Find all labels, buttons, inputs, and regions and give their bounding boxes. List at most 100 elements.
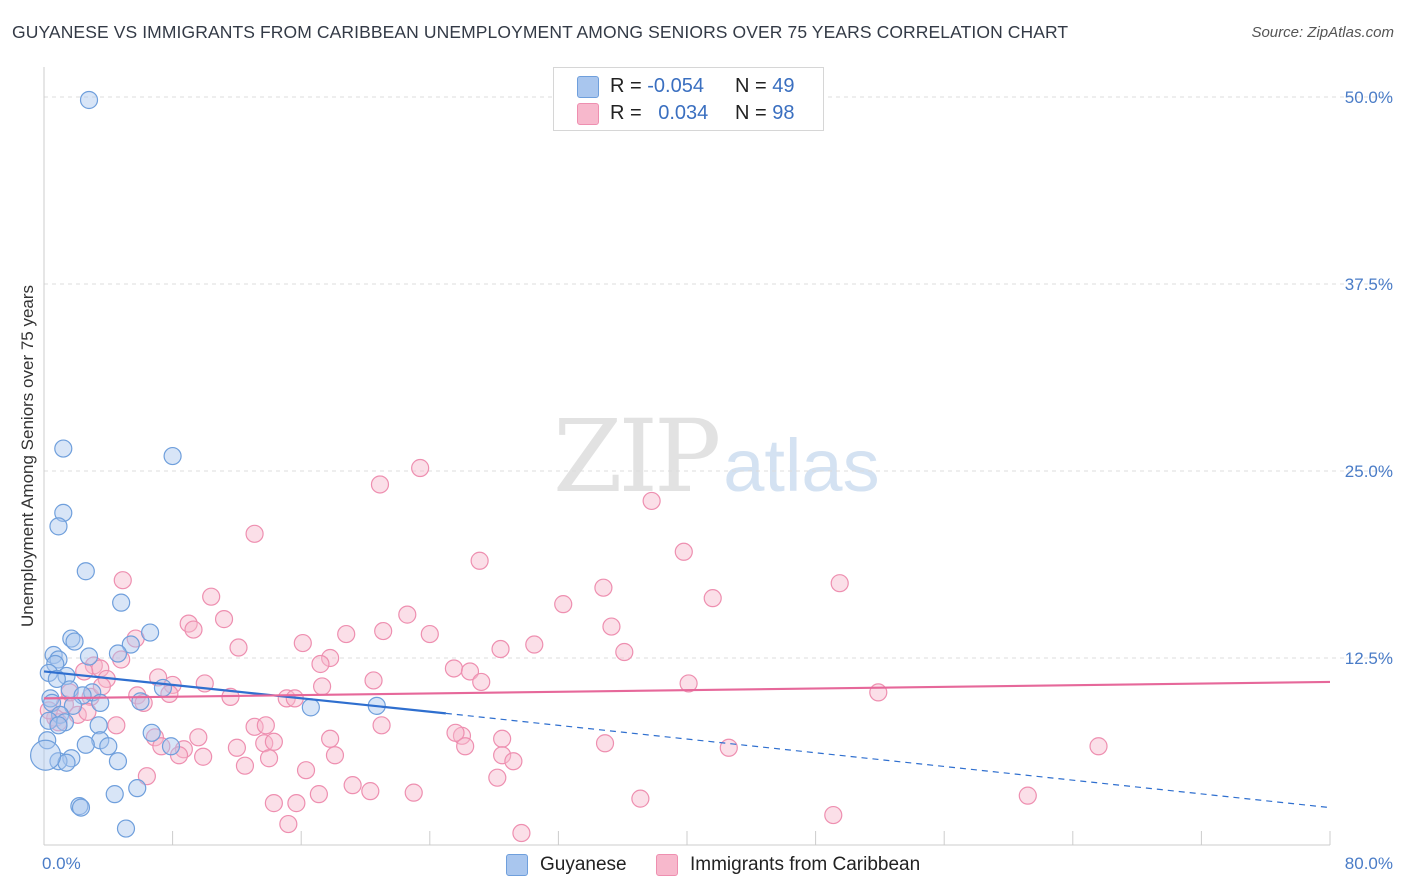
point-caribbean — [312, 677, 332, 696]
point-caribbean — [189, 728, 208, 747]
point-guyanese — [76, 735, 95, 754]
correlation-legend: R = -0.054 N = 49 R = 0.034 N = 98 — [553, 67, 824, 131]
point-caribbean — [309, 785, 328, 804]
point-caribbean — [287, 794, 306, 813]
legend-r-label: R = — [610, 101, 648, 124]
y-tick-label: 25.0% — [1345, 462, 1393, 481]
point-caribbean — [554, 595, 573, 614]
legend-n-label: N = — [735, 101, 773, 124]
point-caribbean — [179, 614, 198, 633]
point-guyanese — [30, 739, 62, 771]
chart-title: GUYANESE VS IMMIGRANTS FROM CARIBBEAN UN… — [12, 22, 1069, 42]
point-caribbean — [460, 662, 480, 681]
point-guyanese — [47, 669, 66, 689]
point-caribbean — [113, 571, 132, 590]
point-guyanese — [39, 711, 58, 730]
point-caribbean — [372, 716, 391, 735]
y-axis-title: Unemployment Among Seniors over 75 years — [18, 285, 37, 627]
point-caribbean — [321, 729, 340, 748]
point-caribbean — [364, 671, 383, 690]
point-caribbean — [642, 491, 661, 511]
trend-lines — [43, 670, 1331, 809]
bottom-legend-swatch-caribbean — [656, 854, 678, 876]
y-tick-label: 50.0% — [1345, 88, 1393, 107]
point-caribbean — [370, 475, 390, 494]
point-caribbean — [631, 789, 650, 808]
point-caribbean — [311, 654, 330, 674]
legend-swatch-guyanese — [577, 76, 599, 98]
point-caribbean — [504, 752, 523, 771]
point-caribbean — [411, 458, 430, 478]
point-guyanese — [121, 635, 140, 654]
point-guyanese — [116, 819, 136, 838]
legend-r: R = 0.034 — [610, 102, 708, 125]
point-guyanese — [79, 647, 99, 666]
point-caribbean — [361, 782, 380, 801]
point-guyanese — [131, 692, 150, 711]
point-caribbean — [595, 734, 615, 753]
point-guyanese — [49, 716, 68, 735]
y-tick-label: 37.5% — [1345, 275, 1393, 294]
trend-line-guyanese-extension — [445, 712, 1331, 809]
point-caribbean — [264, 732, 283, 751]
point-caribbean — [602, 617, 621, 636]
point-caribbean — [493, 746, 512, 765]
point-caribbean — [488, 768, 507, 787]
bottom-legend-label: Immigrants from Caribbean — [690, 854, 921, 875]
point-caribbean — [149, 668, 168, 687]
point-caribbean — [152, 737, 171, 756]
point-guyanese — [153, 678, 173, 698]
point-caribbean — [491, 639, 510, 659]
point-guyanese — [76, 562, 95, 581]
point-caribbean — [279, 814, 298, 834]
grid-lines — [44, 96, 1392, 659]
point-caribbean — [869, 683, 888, 702]
point-caribbean — [235, 756, 255, 775]
point-caribbean — [615, 642, 634, 662]
point-guyanese — [71, 798, 91, 817]
point-caribbean — [184, 620, 203, 639]
point-caribbean — [293, 633, 312, 653]
x-tick-label: 0.0% — [42, 854, 81, 873]
point-guyanese — [140, 623, 160, 642]
data-points — [30, 90, 1108, 843]
point-guyanese — [65, 632, 84, 651]
point-caribbean — [227, 738, 246, 757]
point-guyanese — [54, 439, 73, 458]
point-guyanese — [112, 593, 131, 612]
point-caribbean — [1089, 737, 1108, 756]
legend-n: N = 98 — [735, 102, 795, 125]
point-caribbean — [337, 624, 356, 644]
point-caribbean — [107, 716, 126, 735]
axes — [43, 67, 1331, 846]
legend-r-value: 0.034 — [658, 101, 709, 124]
legend-r-label: R = — [610, 74, 648, 97]
point-guyanese — [62, 629, 81, 648]
point-guyanese — [89, 716, 108, 735]
point-caribbean — [470, 551, 489, 570]
point-guyanese — [142, 723, 161, 742]
point-caribbean — [446, 723, 465, 742]
point-guyanese — [79, 90, 99, 110]
y-tick-label: 12.5% — [1345, 649, 1393, 668]
point-caribbean — [679, 674, 698, 693]
point-caribbean — [719, 738, 738, 757]
legend-n-value: 98 — [772, 101, 795, 124]
point-caribbean — [525, 635, 544, 654]
watermark: ZIPatlas — [553, 398, 880, 515]
legend-n-label: N = — [735, 74, 773, 97]
bottom-legend-swatch-guyanese — [506, 854, 528, 876]
point-caribbean — [594, 578, 613, 597]
point-caribbean — [325, 746, 345, 765]
point-caribbean — [296, 761, 316, 780]
point-caribbean — [674, 542, 693, 561]
legend-r: R = -0.054 — [610, 75, 704, 98]
point-caribbean — [245, 524, 264, 543]
point-guyanese — [54, 503, 73, 522]
bottom-legend-caribbean: Immigrants from Caribbean — [656, 852, 920, 878]
source-label: Source: ZipAtlas.com — [1251, 24, 1394, 41]
legend-n: N = 49 — [735, 75, 795, 98]
point-caribbean — [214, 610, 234, 629]
point-guyanese — [163, 446, 182, 466]
bottom-legend-guyanese: Guyanese — [506, 852, 627, 878]
